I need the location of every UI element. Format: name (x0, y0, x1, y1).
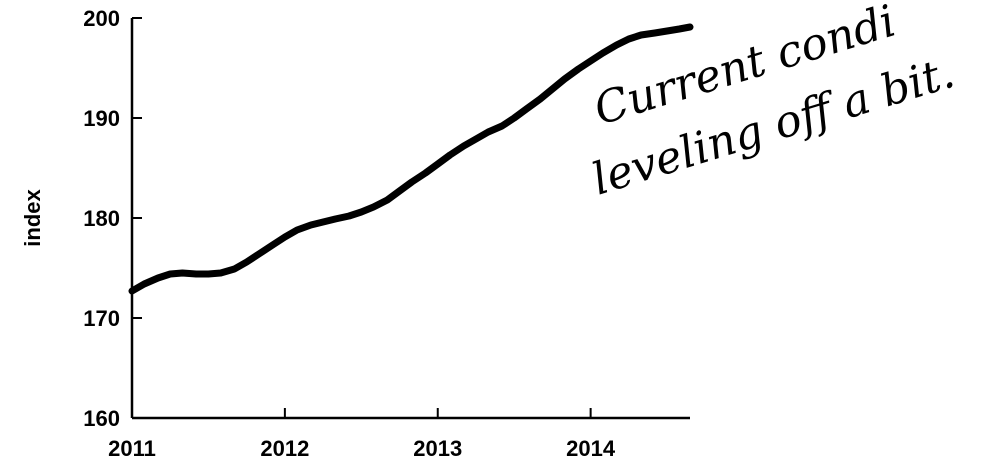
y-tick-label: 160 (83, 406, 120, 431)
x-tick-label: 2014 (566, 436, 616, 461)
x-tick-label: 2011 (108, 436, 156, 461)
y-tick-label: 190 (83, 106, 120, 131)
x-ticks: 2011 2012 2013 2014 (108, 408, 616, 461)
y-ticks: 160 170 180 190 200 (83, 6, 142, 431)
handwritten-annotation: Current condi leveling off a bit. (586, 0, 960, 206)
x-tick-label: 2012 (260, 436, 309, 461)
y-tick-label: 170 (83, 306, 120, 331)
series-line (128, 23, 694, 295)
axes (130, 18, 690, 420)
series-layer (128, 23, 694, 295)
y-tick-label: 180 (83, 206, 120, 231)
x-tick-label: 2013 (413, 436, 462, 461)
y-tick-label: 200 (83, 6, 120, 31)
y-axis-title: index (20, 189, 45, 247)
